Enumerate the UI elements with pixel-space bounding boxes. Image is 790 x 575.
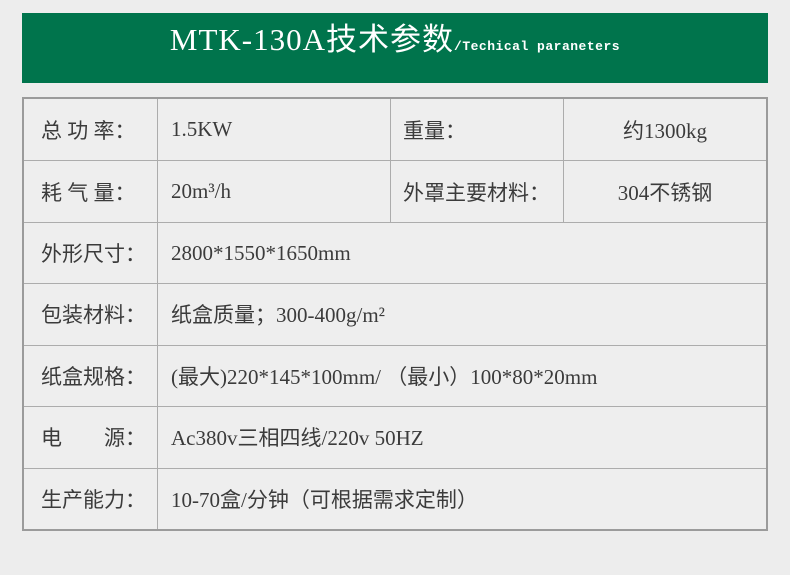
product-title-english: /Techical paraneters	[454, 39, 621, 54]
product-title: MTK-130A技术参数	[169, 22, 455, 57]
table-row-box-size: 纸盒规格： (最大)220*145*100mm/ （最小）100*80*20mm	[24, 344, 766, 407]
row-label: 总 功 率：	[41, 118, 136, 143]
header-banner: MTK-130A技术参数 /Techical paraneters	[22, 13, 768, 83]
row-value: 10-70盒/分钟（可根据需求定制）	[157, 468, 766, 529]
row-value-2: 约1300kg	[563, 99, 766, 161]
row-label: 生产能力：	[41, 487, 146, 512]
row-value: 20m³/h	[157, 161, 390, 222]
row-label-2: 重量：	[390, 99, 563, 161]
table-row-dimensions: 外形尺寸： 2800*1550*1650mm	[24, 221, 766, 284]
header-title-group: MTK-130A技术参数 /Techical paraneters	[170, 24, 620, 55]
row-label: 耗 气 量：	[41, 180, 136, 205]
table-row-total-power: 总 功 率： 1.5KW 重量： 约1300kg	[24, 99, 766, 161]
row-value-2: 304不锈钢	[563, 161, 766, 222]
table-row-production-capacity: 生产能力： 10-70盒/分钟（可根据需求定制）	[24, 467, 766, 529]
row-value: 2800*1550*1650mm	[157, 222, 766, 284]
row-value: 1.5KW	[157, 99, 390, 161]
row-value: (最大)220*145*100mm/ （最小）100*80*20mm	[157, 345, 766, 407]
table-row-packing-material: 包装材料： 纸盒质量；300-400g/m²	[24, 283, 766, 345]
row-label: 电 源：	[41, 426, 146, 451]
spec-table: 总 功 率： 1.5KW 重量： 约1300kg 耗 气 量： 20m³/h 外…	[22, 97, 768, 531]
row-value: Ac380v三相四线/220v 50HZ	[157, 407, 766, 468]
table-row-air-consumption: 耗 气 量： 20m³/h 外罩主要材料： 304不锈钢	[24, 160, 766, 222]
row-label: 包装材料：	[41, 303, 146, 328]
row-label-2: 外罩主要材料：	[390, 161, 563, 222]
row-label: 外形尺寸：	[41, 242, 146, 267]
row-label: 纸盒规格：	[41, 364, 146, 389]
table-row-power-supply: 电 源： Ac380v三相四线/220v 50HZ	[24, 406, 766, 468]
row-value: 纸盒质量；300-400g/m²	[157, 284, 766, 345]
